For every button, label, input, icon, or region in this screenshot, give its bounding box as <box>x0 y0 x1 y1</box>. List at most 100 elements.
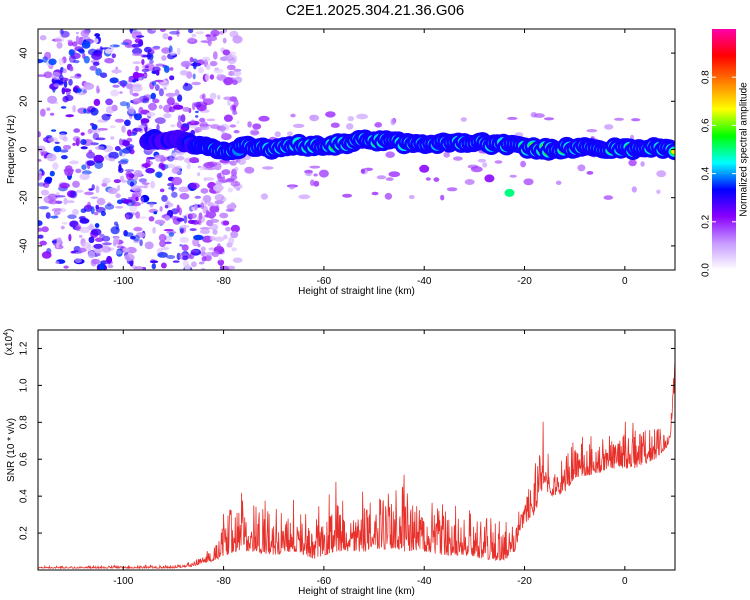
noise-blob <box>105 106 115 114</box>
noise-blob <box>482 162 488 168</box>
noise-blob <box>86 160 95 167</box>
noise-blob <box>230 181 241 187</box>
noise-blob <box>225 226 231 232</box>
noise-blob <box>192 58 198 63</box>
noise-blob <box>384 192 393 200</box>
noise-blob <box>191 119 195 124</box>
noise-blob <box>38 159 42 162</box>
noise-blob <box>60 225 65 230</box>
noise-blob <box>52 162 59 170</box>
noise-blob <box>149 202 154 208</box>
noise-blob <box>182 255 189 261</box>
noise-blob <box>630 134 634 140</box>
noise-blob <box>62 88 72 93</box>
noise-blob <box>38 74 46 77</box>
noise-blob <box>150 180 156 189</box>
y-tick-label: -20 <box>19 190 30 205</box>
x-tick-label: -100 <box>113 276 133 287</box>
noise-blob <box>53 145 62 153</box>
noise-blob <box>209 60 218 67</box>
noise-blob <box>117 184 121 191</box>
noise-blob <box>83 29 91 35</box>
noise-blob <box>114 146 121 151</box>
noise-blob <box>47 95 58 104</box>
noise-blob <box>205 209 210 215</box>
y-tick-label: 0.2 <box>19 526 30 540</box>
noise-blob <box>310 179 315 187</box>
noise-blob <box>39 35 47 41</box>
noise-blob <box>260 193 268 200</box>
noise-blob <box>38 145 46 153</box>
noise-blob <box>158 233 167 242</box>
noise-blob <box>119 91 123 94</box>
noise-blob <box>92 61 100 66</box>
noise-blob <box>145 65 150 68</box>
noise-blob <box>613 117 625 121</box>
noise-blob <box>115 193 121 199</box>
noise-blob <box>631 118 641 122</box>
noise-blob <box>105 98 113 106</box>
noise-blob <box>67 39 73 43</box>
x-tick-label: -100 <box>113 576 133 587</box>
noise-blob <box>158 88 164 97</box>
noise-blob <box>230 224 240 233</box>
noise-blob <box>107 187 118 194</box>
noise-blob <box>72 136 81 142</box>
noise-blob <box>229 124 237 128</box>
noise-blob <box>126 178 138 186</box>
noise-blob <box>138 77 143 81</box>
noise-blob <box>189 157 200 164</box>
noise-blob <box>60 29 64 35</box>
noise-blob <box>93 154 104 164</box>
noise-blob <box>180 60 192 68</box>
noise-blob <box>145 167 155 174</box>
noise-blob <box>44 51 52 60</box>
noise-blob <box>628 159 637 167</box>
noise-blob <box>63 197 68 205</box>
noise-blob <box>222 37 227 44</box>
noise-blob <box>125 214 130 220</box>
noise-blob <box>221 169 231 176</box>
noise-blob <box>252 123 262 130</box>
snr-panel: -100 -80 -60 -40 -20 0 0.2 0.4 0.6 0.8 1.0 1.2 Heigh… <box>3 329 676 597</box>
noise-blob <box>131 43 141 48</box>
noise-blob <box>61 155 68 160</box>
noise-blob <box>425 177 431 181</box>
noise-blob <box>176 47 181 56</box>
noise-blob <box>102 177 111 184</box>
noise-blob <box>119 101 128 107</box>
noise-blob <box>262 166 274 170</box>
noise-blob <box>225 208 235 212</box>
noise-blob <box>194 101 202 108</box>
noise-blob <box>154 79 164 83</box>
noise-blob <box>80 208 87 213</box>
noise-blob <box>199 117 206 123</box>
noise-blob <box>51 208 62 212</box>
noise-blob <box>158 104 163 110</box>
noise-blob <box>346 123 354 130</box>
noise-blob <box>555 180 562 185</box>
noise-blob <box>586 129 598 133</box>
noise-blob <box>371 191 379 196</box>
noise-blob <box>191 33 197 38</box>
noise-blob <box>200 202 205 210</box>
noise-blob <box>62 144 72 150</box>
noise-blob <box>74 258 82 263</box>
noise-blob <box>304 169 313 174</box>
noise-blob <box>54 141 60 144</box>
noise-blob <box>222 220 230 226</box>
noise-blob <box>99 263 105 270</box>
noise-blob <box>38 234 44 239</box>
noise-blob <box>520 160 526 168</box>
noise-blob <box>141 163 151 168</box>
noise-blob <box>197 219 202 226</box>
noise-blob <box>212 229 218 235</box>
noise-blob <box>50 215 59 219</box>
noise-blob <box>58 57 64 66</box>
noise-blob <box>124 253 135 262</box>
noise-blob <box>178 186 190 193</box>
noise-blob <box>656 170 667 178</box>
noise-blob <box>71 41 78 47</box>
noise-blob <box>189 182 200 190</box>
noise-blob <box>38 227 44 232</box>
